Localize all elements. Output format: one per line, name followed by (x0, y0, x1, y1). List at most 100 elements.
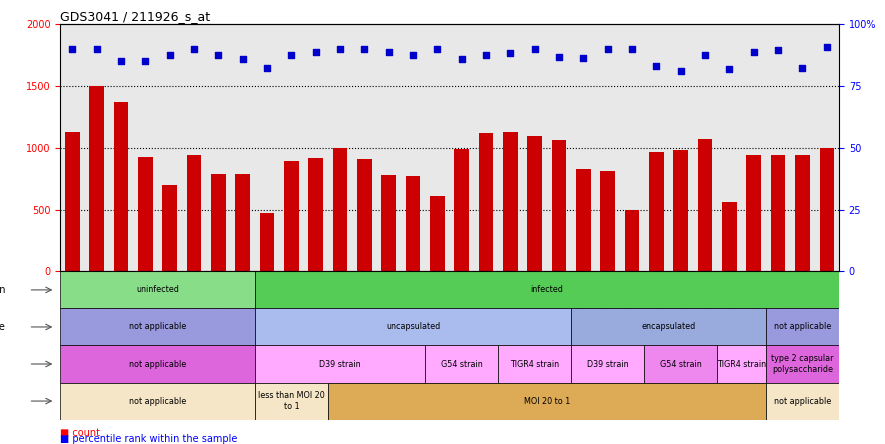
Text: G54 strain: G54 strain (441, 360, 482, 369)
Bar (644, 345, 717, 383)
Text: ■ count: ■ count (60, 428, 100, 438)
Bar (60, 271, 255, 309)
Bar (649, 151, 664, 271)
Bar (60, 309, 255, 345)
Bar (430, 196, 444, 271)
Point (309, 48, 323, 55)
Bar (65, 132, 80, 271)
Point (673, 68, 688, 75)
Bar (771, 155, 786, 271)
Point (698, 52, 712, 59)
Text: D39 strain: D39 strain (319, 360, 361, 369)
Bar (235, 174, 250, 271)
Text: ■ percentile rank within the sample: ■ percentile rank within the sample (60, 433, 237, 444)
Bar (381, 175, 396, 271)
Point (504, 49, 518, 56)
Bar (625, 210, 639, 271)
Point (455, 56, 469, 63)
Point (771, 47, 785, 54)
Text: D39 strain: D39 strain (587, 360, 628, 369)
Bar (425, 345, 498, 383)
Bar (766, 383, 839, 420)
Text: uncapsulated: uncapsulated (386, 322, 440, 332)
Bar (766, 345, 839, 383)
Bar (255, 345, 425, 383)
Text: not applicable: not applicable (773, 396, 831, 405)
Text: TIGR4 strain: TIGR4 strain (510, 360, 559, 369)
Text: not applicable: not applicable (129, 322, 186, 332)
Point (212, 52, 226, 59)
Bar (255, 309, 572, 345)
Bar (722, 202, 737, 271)
Point (65, 46, 80, 53)
Text: encapsulated: encapsulated (642, 322, 696, 332)
Bar (255, 271, 839, 309)
Text: less than MOI 20
to 1: less than MOI 20 to 1 (258, 391, 325, 411)
Point (381, 48, 396, 55)
Bar (717, 345, 766, 383)
Bar (673, 151, 689, 271)
Text: cell type: cell type (0, 322, 4, 332)
Bar (498, 345, 572, 383)
Bar (455, 149, 469, 271)
Bar (113, 102, 128, 271)
Bar (163, 185, 177, 271)
Bar (327, 383, 766, 420)
Bar (187, 155, 202, 271)
Point (601, 46, 615, 53)
Bar (138, 157, 152, 271)
Point (576, 54, 590, 61)
Point (89, 46, 104, 53)
Text: infection: infection (0, 285, 5, 295)
Point (625, 46, 639, 53)
Bar (255, 383, 327, 420)
Bar (795, 155, 810, 271)
Point (820, 43, 834, 50)
Point (406, 52, 420, 59)
Point (163, 52, 177, 59)
Bar (572, 309, 766, 345)
Bar (746, 155, 761, 271)
Bar (260, 214, 274, 271)
Bar (697, 139, 712, 271)
Text: MOI 20 to 1: MOI 20 to 1 (524, 396, 570, 405)
Text: G54 strain: G54 strain (660, 360, 702, 369)
Bar (333, 148, 347, 271)
Bar (60, 383, 255, 420)
Point (722, 65, 736, 72)
Point (430, 46, 444, 53)
Point (796, 64, 810, 71)
Bar (600, 171, 615, 271)
Bar (479, 133, 494, 271)
Point (187, 46, 201, 53)
Point (235, 56, 250, 63)
Text: not applicable: not applicable (773, 322, 831, 332)
Text: not applicable: not applicable (129, 396, 186, 405)
Bar (503, 132, 518, 271)
Bar (284, 162, 298, 271)
Bar (405, 176, 420, 271)
Bar (308, 158, 323, 271)
Point (527, 46, 542, 53)
Text: not applicable: not applicable (129, 360, 186, 369)
Point (650, 63, 664, 70)
Bar (572, 345, 644, 383)
Bar (820, 148, 835, 271)
Bar (552, 140, 566, 271)
Point (260, 64, 274, 71)
Point (138, 58, 152, 65)
Text: type 2 capsular
polysaccharide: type 2 capsular polysaccharide (771, 354, 834, 374)
Text: infected: infected (530, 285, 564, 294)
Bar (576, 169, 591, 271)
Point (552, 53, 566, 60)
Bar (357, 159, 372, 271)
Bar (60, 345, 255, 383)
Bar (766, 309, 839, 345)
Bar (89, 86, 104, 271)
Text: uninfected: uninfected (136, 285, 179, 294)
Bar (211, 174, 226, 271)
Text: GDS3041 / 211926_s_at: GDS3041 / 211926_s_at (60, 10, 211, 23)
Point (284, 52, 298, 59)
Bar (527, 135, 543, 271)
Point (358, 46, 372, 53)
